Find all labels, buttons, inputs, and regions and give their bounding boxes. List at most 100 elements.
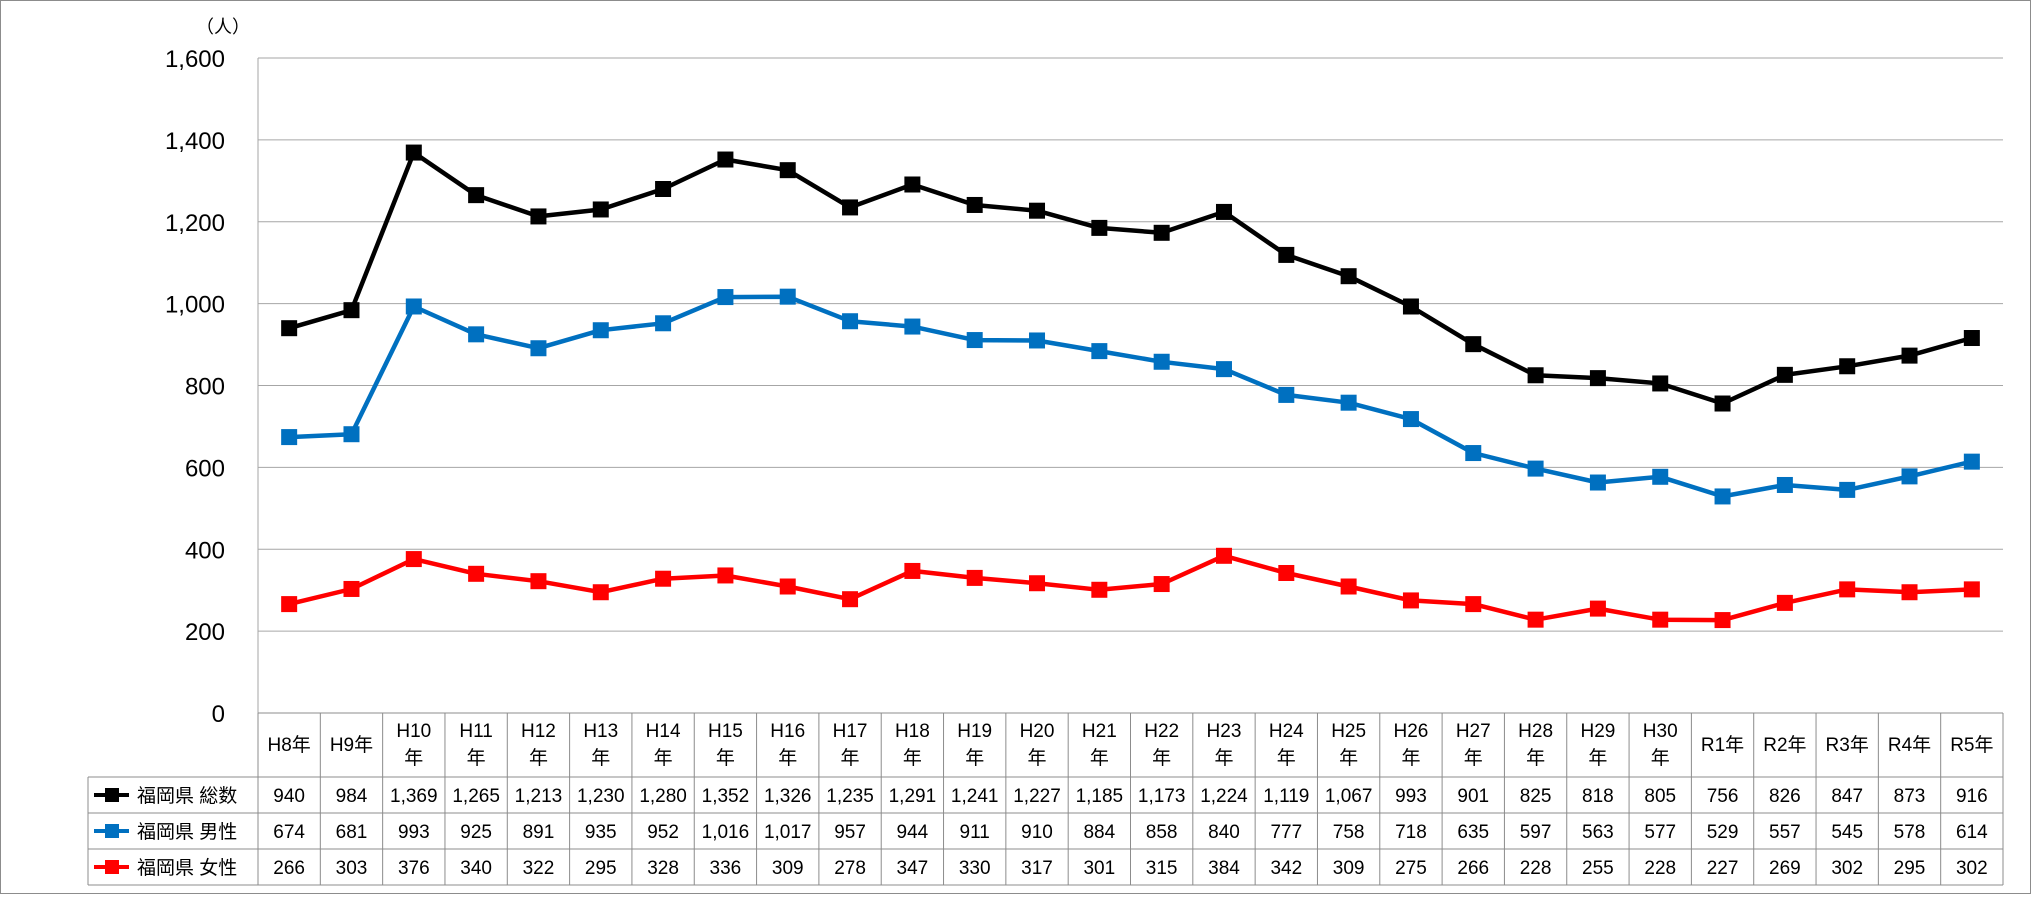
data-table-cell: 330 (959, 858, 991, 879)
x-category-label-line: H13 (583, 721, 618, 742)
data-point-marker (592, 201, 609, 218)
x-category-label-line: H19 (957, 721, 992, 742)
data-table-cell: 1,235 (826, 786, 874, 807)
data-table-cell: 563 (1582, 822, 1614, 843)
x-category-label-line: H21 (1082, 721, 1117, 742)
x-category-label-line: 年 (841, 747, 860, 769)
data-point-marker (1839, 581, 1856, 598)
data-point-marker (1215, 361, 1232, 378)
data-table-cell: 328 (647, 858, 679, 879)
x-category-label-line: H18 (895, 721, 930, 742)
data-point-marker (1153, 576, 1170, 593)
data-table-cell: 635 (1457, 822, 1489, 843)
data-point-marker (1527, 367, 1544, 384)
x-category-label-line: H11 (459, 721, 492, 742)
data-table-cell: 910 (1021, 822, 1053, 843)
data-table-cell: 340 (460, 858, 492, 879)
data-table-cell: 266 (273, 858, 305, 879)
y-axis: 0 200 400 600 800 1,000 1,200 1,400 1,600 (165, 46, 259, 728)
x-category-label-line: 年 (404, 747, 423, 769)
data-table-cell: 1,280 (639, 786, 687, 807)
data-point-marker (1652, 611, 1669, 628)
data-table-cell: 1,352 (702, 786, 750, 807)
data-table-cell: 228 (1520, 858, 1552, 879)
data-point-marker (405, 551, 422, 568)
x-category-label-line: H27 (1456, 721, 1491, 742)
data-table-cell: 952 (647, 822, 679, 843)
x-category-label: H23 年 (1207, 721, 1242, 769)
data-point-marker (717, 151, 734, 168)
data-point-marker (717, 289, 734, 306)
data-table-cell: 317 (1021, 858, 1053, 879)
x-category-label-line: H12 (521, 721, 556, 742)
data-table-cell: 255 (1582, 858, 1614, 879)
x-category-label-line: 年 (1588, 747, 1607, 769)
y-tick-label: 600 (185, 455, 225, 482)
data-point-marker (1465, 596, 1482, 613)
data-point-marker (343, 580, 360, 597)
data-point-marker (1029, 575, 1046, 592)
data-table-cell: 269 (1769, 858, 1801, 879)
data-table-cell: 376 (398, 858, 430, 879)
x-category-label-line: H17 (833, 721, 868, 742)
data-table-cell: 295 (1894, 858, 1926, 879)
x-category-label-line: H26 (1394, 721, 1429, 742)
data-point-marker (1901, 584, 1918, 601)
x-category-label: H15 年 (708, 721, 743, 769)
data-point-marker (343, 302, 360, 319)
data-point-marker (530, 208, 547, 225)
data-table-cell: 384 (1208, 858, 1240, 879)
data-table-cell: 840 (1208, 822, 1240, 843)
data-point-marker (655, 181, 672, 197)
data-point-marker (1963, 330, 1980, 347)
data-point-marker (405, 144, 422, 161)
y-tick-label: 1,600 (165, 46, 225, 73)
x-category-label: R4年 (1888, 734, 1931, 756)
data-table-cell: 577 (1644, 822, 1676, 843)
data-table-cell: 993 (1395, 786, 1427, 807)
x-category-label: H26 年 (1394, 721, 1429, 769)
x-category-label: H22 年 (1144, 721, 1179, 769)
data-table-cell: 302 (1956, 858, 1988, 879)
x-category-label-line: H23 (1207, 721, 1242, 742)
data-point-marker (1402, 411, 1419, 428)
legend-marker-3 (105, 860, 119, 874)
data-table-cell: 302 (1831, 858, 1863, 879)
data-table-cell: 336 (710, 858, 742, 879)
x-category-label: H9年 (330, 734, 373, 756)
data-table-cell: 322 (523, 858, 555, 879)
data-point-marker (1963, 581, 1980, 598)
data-point-marker (1029, 332, 1046, 349)
data-table-cell: 275 (1395, 858, 1427, 879)
data-table-cell: 935 (585, 822, 617, 843)
data-point-marker (655, 315, 672, 332)
data-point-marker (779, 578, 796, 595)
data-point-marker (1340, 268, 1357, 285)
x-category-label: H21 年 (1082, 721, 1117, 769)
x-category-label: H24 年 (1269, 721, 1304, 769)
x-category-label-line: H20 (1020, 721, 1055, 742)
data-table-cell: 1,173 (1138, 786, 1186, 807)
data-table-cell: 278 (834, 858, 866, 879)
legend-marker-2 (105, 824, 119, 838)
data-point-marker (1527, 611, 1544, 628)
data-point-marker (1714, 395, 1731, 412)
data-point-marker (1340, 578, 1357, 595)
data-point-marker (530, 573, 547, 590)
y-tick-label: 1,200 (165, 210, 225, 237)
data-point-marker (1714, 488, 1731, 505)
x-category-label: H20 年 (1020, 721, 1055, 769)
x-category-label: H10 年 (396, 721, 431, 769)
x-category-label: H17 年 (833, 721, 868, 769)
data-point-marker (779, 162, 796, 179)
data-point-marker (1527, 460, 1544, 477)
data-point-marker (655, 570, 672, 587)
data-table-cell: 309 (1333, 858, 1365, 879)
data-table-cell: 1,241 (951, 786, 999, 807)
x-category-label-line: 年 (1090, 747, 1109, 769)
data-table-cell: 901 (1457, 786, 1489, 807)
data-table-cell: 756 (1707, 786, 1739, 807)
x-category-label-line: H28 (1518, 721, 1553, 742)
